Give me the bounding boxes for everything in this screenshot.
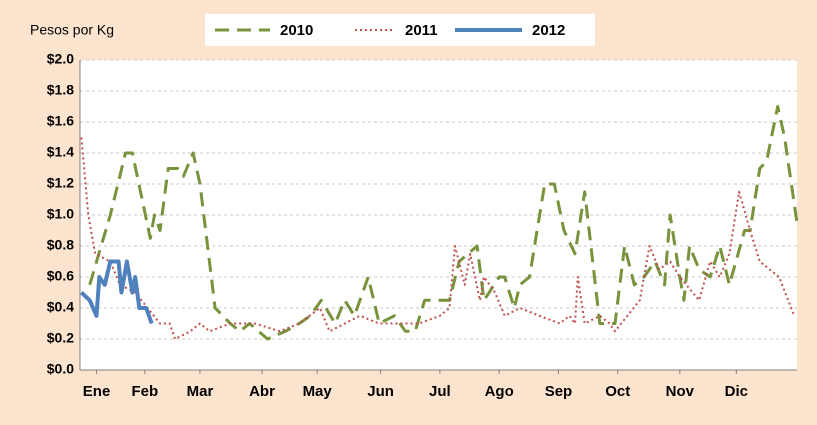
y-tick-label: $2.0 <box>47 51 74 67</box>
series-line <box>88 105 799 341</box>
y-tick-label: $0.6 <box>47 268 74 284</box>
y-tick-label: $0.4 <box>47 299 74 315</box>
legend: 2010 2011 2012 <box>215 22 565 39</box>
x-tick-label: Nov <box>666 383 695 400</box>
x-tick-label: Feb <box>131 383 158 400</box>
y-tick-label: $1.8 <box>47 82 74 98</box>
y-tick-label: $0.8 <box>47 237 74 253</box>
lines <box>80 105 799 341</box>
y-tick-label: $1.6 <box>47 113 74 129</box>
y-tick-label: $1.0 <box>47 206 74 222</box>
x-tick-label: May <box>303 383 333 400</box>
y-tick-label: $1.4 <box>47 144 74 160</box>
x-tick-label: Oct <box>605 383 630 400</box>
x-tick-label: Dic <box>725 383 748 400</box>
x-tick-label: Mar <box>187 383 214 400</box>
x-tick-label: Sep <box>545 383 573 400</box>
series-line <box>80 259 154 325</box>
axis-label: Pesos por Kg <box>30 22 114 38</box>
x-tick-label: Jun <box>367 383 394 400</box>
plot-area <box>80 60 797 370</box>
x-tick-label: Abr <box>249 383 275 400</box>
legend-label: 2010 <box>280 22 313 39</box>
y-tick-label: $0.0 <box>47 361 74 377</box>
y-tick-label: $1.2 <box>47 175 74 191</box>
x-tick-label: Ene <box>83 383 111 400</box>
y-tick-label: $0.2 <box>47 330 74 346</box>
legend-label: 2012 <box>532 22 565 39</box>
legend-label: 2011 <box>405 22 438 39</box>
x-tick-label: Ago <box>485 383 514 400</box>
x-tick-label: Jul <box>429 383 451 400</box>
